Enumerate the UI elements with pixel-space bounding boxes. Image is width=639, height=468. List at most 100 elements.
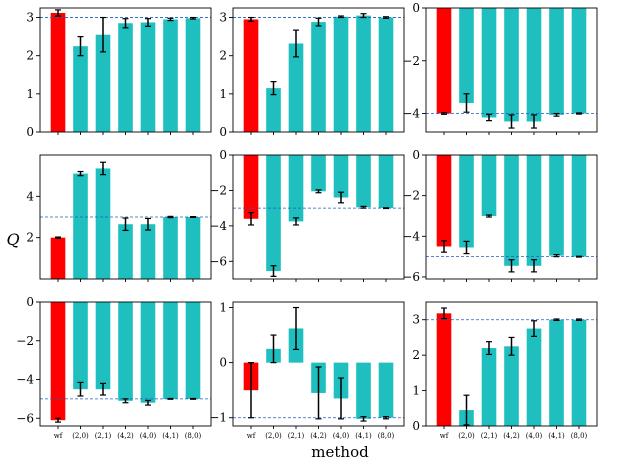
panel-2: 0 1 2 3 xyxy=(219,7,405,139)
bar-1-4 xyxy=(118,23,133,133)
bar-1-6 xyxy=(163,19,178,133)
bar-5-7 xyxy=(378,155,394,209)
y-tick-label-6: −4 xyxy=(402,229,420,243)
y-tick-label-6: −2 xyxy=(402,189,420,203)
error-bar-8-5 xyxy=(338,377,344,420)
bar-4-7 xyxy=(185,217,201,279)
bar-7-2 xyxy=(73,302,88,390)
error-bar-4-6 xyxy=(167,215,174,219)
error-bar-9-6 xyxy=(553,318,560,322)
x-tick-label-2: (2,0) xyxy=(265,432,282,440)
bar-7-5 xyxy=(140,302,156,403)
error-bar-5-4 xyxy=(315,189,322,194)
error-bar-6-3 xyxy=(486,214,492,218)
error-bar-6-2 xyxy=(463,240,470,255)
y-tick-label-8: 0 xyxy=(219,356,227,370)
bar-4-2 xyxy=(73,173,88,279)
bar-5-4 xyxy=(311,155,326,192)
bar-4-5 xyxy=(140,224,156,279)
error-bar-6-1 xyxy=(441,240,447,253)
bar-3-2 xyxy=(459,8,474,103)
panel-7: 0 −2 −4 −6 wf (2,0) (2,1) (4,2) (4,0) (4,1) (8,0) xyxy=(16,295,212,440)
x-axis-label: method xyxy=(311,443,369,461)
x-tick-label-7: (8,0) xyxy=(571,432,588,440)
bar-1-1 xyxy=(50,12,66,133)
error-bar-2-5 xyxy=(338,15,344,19)
bar-8-7 xyxy=(378,362,394,418)
error-bar-2-6 xyxy=(360,13,367,19)
error-bar-4-3 xyxy=(100,161,106,176)
error-bar-7-3 xyxy=(100,382,106,396)
bar-1-2 xyxy=(73,46,88,132)
error-bar-6-5 xyxy=(531,259,537,273)
bar-7-6 xyxy=(163,302,178,399)
error-bar-3-3 xyxy=(486,113,492,122)
error-bar-1-4 xyxy=(122,18,129,29)
y-tick-label-3: 0 xyxy=(412,1,420,15)
y-tick-label-2: 3 xyxy=(219,11,227,25)
bar-2-1 xyxy=(243,19,259,133)
error-bar-3-4 xyxy=(508,114,515,129)
bar-7-3 xyxy=(95,302,111,390)
bar-6-1 xyxy=(436,155,452,247)
bar-3-7 xyxy=(571,8,587,114)
error-bar-4-2 xyxy=(77,170,84,177)
bar-1-7 xyxy=(185,18,201,133)
error-bar-4-7 xyxy=(190,215,196,219)
y-tick-label-5: −4 xyxy=(209,219,227,233)
y-tick-label-9: 2 xyxy=(412,348,420,362)
error-bar-7-2 xyxy=(77,381,84,397)
error-bar-2-7 xyxy=(383,16,389,19)
error-bar-4-1 xyxy=(55,236,61,239)
x-tick-label-6: (4,1) xyxy=(162,432,179,440)
x-tick-label-4: (4,2) xyxy=(310,432,327,440)
y-tick-label-2: 2 xyxy=(219,49,227,63)
bar-6-5 xyxy=(526,155,542,266)
x-tick-label-6: (4,1) xyxy=(548,432,565,440)
error-bar-2-1 xyxy=(248,16,254,22)
error-bar-9-4 xyxy=(508,336,515,356)
y-tick-label-1: 0 xyxy=(26,125,34,139)
bar-7-4 xyxy=(118,302,133,401)
error-bar-2-2 xyxy=(270,81,277,96)
bar-2-6 xyxy=(356,15,371,133)
error-bar-8-3 xyxy=(293,306,299,350)
x-tick-label-3: (2,1) xyxy=(95,432,112,440)
error-bar-8-4 xyxy=(315,366,322,420)
error-bar-7-5 xyxy=(145,399,151,406)
bar-6-4 xyxy=(504,155,519,266)
x-tick-label-1: wf xyxy=(54,432,64,440)
error-bar-5-6 xyxy=(360,205,367,209)
bar-9-6 xyxy=(549,319,564,426)
panel-3: 0 −2 −4 xyxy=(402,1,598,135)
bar-6-7 xyxy=(571,155,587,257)
panel-8: −1 0 1 wf (2,0) (2,1) (4,2) (4,0) (4,1) (8,0) xyxy=(209,301,405,440)
error-bar-4-5 xyxy=(145,217,151,231)
bar-9-1 xyxy=(436,313,452,426)
panel-9: 0 1 2 3 wf (2,0) (2,1) (4,2) (4,0) (4,1) (8,0) xyxy=(412,301,598,440)
y-tick-label-6: −6 xyxy=(402,270,420,284)
error-bar-1-6 xyxy=(167,17,174,22)
bar-5-2 xyxy=(266,155,281,272)
x-tick-label-2: (2,0) xyxy=(458,432,475,440)
y-tick-label-1: 3 xyxy=(26,11,34,25)
bar-2-2 xyxy=(266,88,281,132)
error-bar-1-7 xyxy=(190,16,196,20)
error-bar-3-1 xyxy=(441,112,447,115)
error-bar-6-6 xyxy=(553,254,560,258)
y-tick-label-5: −2 xyxy=(209,183,227,197)
error-bar-5-1 xyxy=(248,211,254,226)
y-tick-label-2: 1 xyxy=(219,87,227,101)
error-bar-3-6 xyxy=(553,112,560,117)
x-tick-label-1: wf xyxy=(440,432,450,440)
x-tick-label-3: (2,1) xyxy=(288,432,305,440)
x-tick-label-5: (4,0) xyxy=(140,432,157,440)
bar-3-4 xyxy=(504,8,519,122)
bar-4-1 xyxy=(50,237,66,279)
y-tick-label-3: −4 xyxy=(402,107,420,121)
error-bar-8-1 xyxy=(248,362,254,419)
bar-4-6 xyxy=(163,217,178,279)
error-bar-2-3 xyxy=(293,29,299,58)
